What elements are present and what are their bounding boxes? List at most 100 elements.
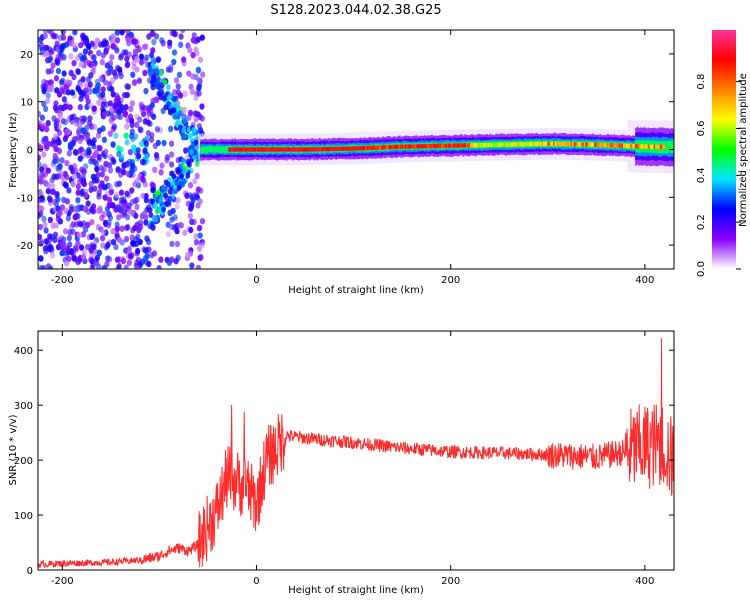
spectrogram-cell [157, 197, 163, 204]
y-tick-label: 100 [14, 511, 33, 522]
spectrogram-cell [114, 37, 121, 44]
spectrogram-cell [129, 121, 135, 129]
spectrogram-cell [200, 146, 202, 154]
spectrogram-cell [426, 144, 429, 149]
spectrogram-cell [82, 48, 89, 55]
spectrogram-cell [80, 76, 86, 83]
spectrogram-cell [172, 113, 178, 120]
spectrogram-cell [179, 173, 184, 180]
x-tick-label: -200 [51, 576, 74, 587]
spectrogram-cell [175, 197, 181, 204]
spectrogram-cell [118, 52, 125, 60]
spectrogram-cell [200, 71, 206, 78]
spectrogram-cell [69, 249, 75, 256]
snr-ticks: -200 0 200 400 0 100 200 300 400 [14, 331, 674, 587]
spectrogram-cell [153, 33, 160, 40]
spectrogram-cell [199, 115, 205, 122]
spectrogram-cell [53, 145, 59, 153]
spectrogram-cell [45, 187, 51, 195]
colorbar-label: Normalized spectral amplitude [738, 73, 749, 227]
spectrogram-cell [372, 145, 375, 150]
spectrogram-cell [138, 101, 144, 108]
spectrogram-cell [119, 167, 126, 174]
spectrogram-cell [440, 143, 443, 149]
spectrogram-cell [45, 68, 51, 75]
spectrogram-cell [196, 225, 202, 232]
spectrogram-cell [157, 206, 163, 213]
spectrogram-cell [111, 114, 117, 121]
spectrogram-cell [123, 49, 129, 56]
spectrogram-cell [114, 191, 120, 199]
spectrogram-cell [362, 146, 365, 151]
spectrogram-cell [247, 147, 249, 152]
spectrogram-cell [139, 140, 145, 147]
spectrogram-cell [145, 119, 152, 126]
spectrogram-cell [71, 59, 77, 67]
spectrogram-cell [143, 87, 149, 95]
spectrogram-cell [62, 103, 68, 111]
spectrogram-cell [229, 147, 232, 152]
spectrogram-cell [621, 143, 624, 148]
spectrogram-cell [535, 141, 538, 147]
spectrogram-cell [193, 139, 199, 146]
spectrogram-cell [123, 264, 129, 269]
spectrogram-cell [132, 197, 139, 205]
spectrogram-cell [187, 161, 192, 168]
spectrogram-cell [103, 48, 109, 56]
spectrogram-cell [94, 78, 101, 86]
spectrogram-cell [125, 116, 131, 124]
spectrogram-cell [280, 147, 283, 152]
spectrogram-cell [84, 243, 91, 251]
spectrogram-cell [576, 142, 579, 147]
spectrogram-cell [124, 190, 130, 197]
spectrogram-cell [455, 143, 458, 148]
spectrogram-cell [410, 144, 413, 149]
spectrogram-cell [195, 66, 202, 73]
spectrogram-cell [114, 30, 121, 36]
spectrogram-cell [164, 157, 170, 164]
spectrogram-cell [50, 62, 56, 69]
spectrogram-cell [122, 109, 128, 116]
spectrogram-cell [47, 236, 53, 243]
spectrogram-cell [155, 56, 161, 63]
spectrogram-cell [102, 184, 108, 191]
spectrogram-cell [168, 161, 175, 168]
spectrogram-cell [55, 59, 61, 66]
spectrogram-cell [388, 145, 391, 150]
spectrogram-cell [161, 139, 167, 147]
spectrogram-cell [521, 142, 523, 147]
colorbar-tick-label: 0.2 [696, 214, 707, 230]
spectrogram-cell [292, 147, 295, 152]
spectrogram-cell [140, 176, 147, 184]
spectrogram-cell [198, 254, 204, 261]
spectrogram-cell [101, 265, 108, 269]
spectrogram-cell [538, 141, 541, 147]
spectrogram-cell [182, 90, 188, 98]
spectrogram-cell [86, 139, 93, 147]
spectrogram-cell [331, 146, 334, 152]
spectrogram-cell [238, 147, 241, 152]
spectrogram-cell [525, 142, 528, 147]
spectrogram-cell [108, 106, 115, 114]
spectrogram-cell [604, 142, 606, 148]
spectrogram-cell [289, 147, 292, 152]
spectrogram-cell [38, 37, 44, 44]
spectrogram-cell [147, 66, 153, 73]
spectrogram-cell [43, 247, 49, 255]
spectrogram-cell [181, 56, 187, 63]
spectrogram-cell [588, 142, 590, 147]
spectrogram-cell [190, 73, 196, 80]
spectrogram-cell [150, 186, 156, 194]
spectrogram-cell [135, 233, 141, 240]
spectrogram-cell [659, 144, 662, 150]
spectrogram-cell [165, 230, 171, 238]
colorbar-tick-label: 0.0 [696, 261, 707, 277]
spectrogram-cell [624, 143, 627, 148]
spectrogram-cell [491, 142, 494, 148]
spectrogram-cell [111, 69, 117, 76]
spectrogram-cell [116, 100, 122, 108]
spectrogram-cell [623, 143, 625, 148]
spectrogram-cell [98, 75, 104, 82]
spectrogram-cell [481, 142, 484, 148]
spectrogram-cell [125, 161, 131, 168]
